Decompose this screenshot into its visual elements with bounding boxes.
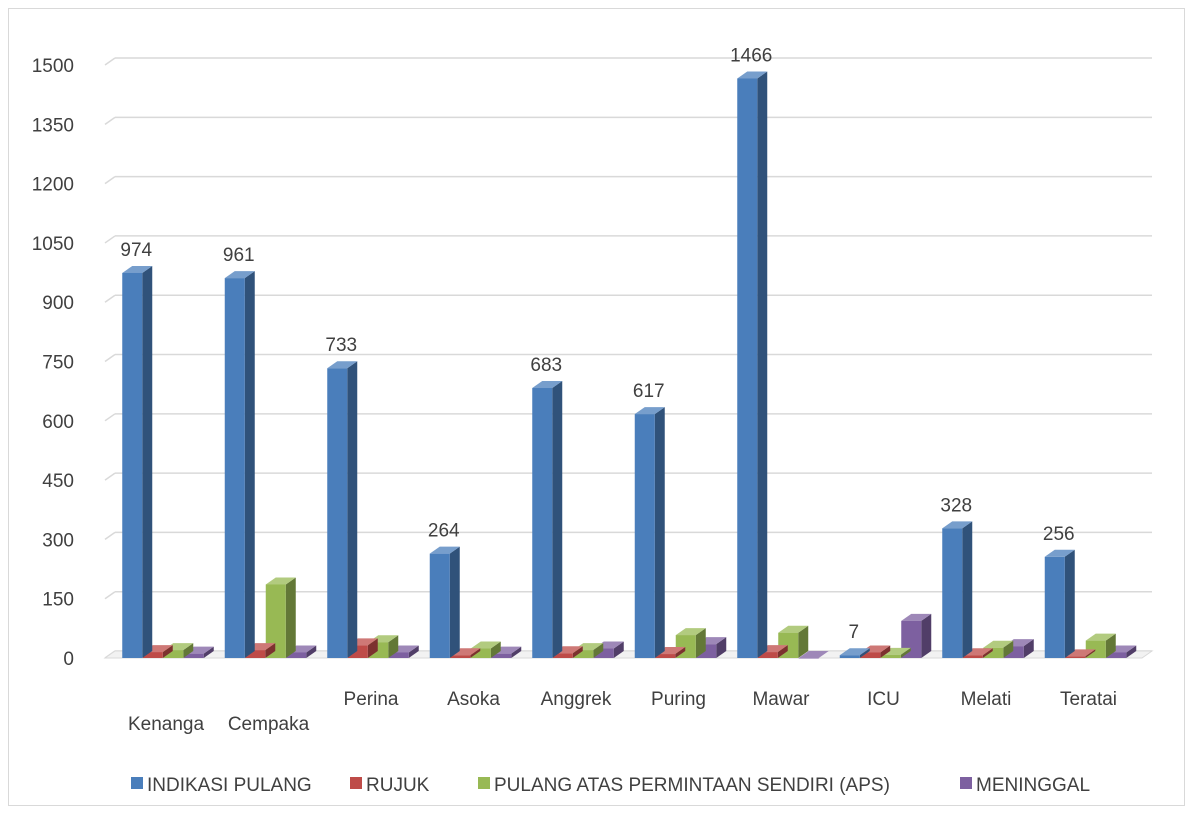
y-tick-label: 600 [42, 412, 74, 433]
legend-swatch [960, 777, 972, 789]
bar [798, 651, 829, 659]
x-category-label: Anggrek [541, 689, 612, 710]
data-label: 617 [633, 381, 665, 402]
bar [942, 521, 973, 658]
gridline-side [104, 413, 116, 422]
data-labels: 974 961 733 264 683 617 1466 7 328 256 [120, 45, 1074, 643]
legend-label: MENINGGAL [976, 775, 1090, 796]
legend-swatch [131, 777, 143, 789]
legend-item: PULANG ATAS PERMINTAAN SENDIRI (APS) [478, 775, 890, 796]
legend-swatch [350, 777, 362, 789]
x-category-label: Kenanga [128, 714, 205, 735]
bars [122, 71, 1137, 659]
data-label: 961 [223, 245, 255, 266]
y-tick-label: 1200 [32, 175, 74, 196]
gridline-side [104, 116, 116, 125]
data-label: 683 [530, 355, 562, 376]
x-category-label: Asoka [447, 689, 500, 710]
legend-item: RUJUK [350, 775, 430, 796]
data-label: 264 [428, 521, 460, 542]
data-label: 256 [1043, 524, 1075, 545]
y-tick-label: 1350 [32, 115, 74, 136]
y-tick-label: 1500 [32, 56, 74, 77]
bar [983, 640, 1014, 658]
gridline-side [104, 57, 116, 66]
legend-item: INDIKASI PULANG [131, 775, 312, 796]
legend-label: PULANG ATAS PERMINTAAN SENDIRI (APS) [494, 775, 890, 796]
bar [532, 381, 563, 658]
bar [470, 641, 501, 658]
gridline-side [104, 294, 116, 303]
legend-swatch [478, 777, 490, 789]
bar [839, 648, 870, 658]
gridline-side [104, 531, 116, 541]
y-tick-label: 450 [42, 471, 74, 492]
y-tick-label: 750 [42, 353, 74, 374]
x-category-label: ICU [867, 689, 900, 710]
gridline-side [104, 176, 116, 185]
legend-label: INDIKASI PULANG [147, 775, 312, 796]
y-tick-label: 900 [42, 293, 74, 314]
y-tick-label: 300 [42, 530, 74, 551]
gridline-side [104, 472, 116, 481]
gridline-side [104, 353, 116, 363]
x-category-label: Melati [961, 689, 1012, 710]
bar [1044, 549, 1075, 658]
x-category-label: Puring [651, 689, 706, 710]
bar [122, 265, 153, 658]
legend: INDIKASI PULANG RUJUK PULANG ATAS PERMINTA… [131, 775, 1090, 796]
x-category-label: Mawar [752, 689, 810, 710]
bar [634, 407, 665, 658]
data-label: 974 [120, 240, 152, 261]
bar [737, 71, 768, 659]
bar [429, 546, 460, 658]
x-category-label: Perina [344, 689, 399, 710]
chart-frame [8, 8, 1185, 806]
bar [327, 361, 358, 658]
bar [265, 577, 296, 658]
gridline-side [104, 591, 116, 600]
data-label: 733 [325, 335, 357, 356]
y-tick-label: 0 [63, 649, 74, 670]
y-axis-tick-labels: 0 150 300 450 600 750 900 1050 1200 1350 1500 [32, 56, 74, 670]
x-axis-category-labels: Kenanga Cempaka Perina Asoka Anggrek Puring Ma… [128, 689, 1117, 735]
legend-item: MENINGGAL [960, 775, 1090, 796]
gridlines [103, 57, 1154, 659]
data-label: 1466 [730, 45, 772, 66]
data-label: 328 [940, 495, 972, 516]
data-label: 7 [848, 622, 859, 643]
bar [1085, 633, 1116, 658]
gridline-side [104, 235, 116, 244]
legend-label: RUJUK [366, 775, 430, 796]
x-category-label: Cempaka [228, 714, 310, 735]
y-tick-label: 150 [42, 590, 74, 611]
y-tick-label: 1050 [32, 234, 74, 255]
bar [224, 271, 255, 658]
x-category-label: Teratai [1060, 689, 1117, 710]
